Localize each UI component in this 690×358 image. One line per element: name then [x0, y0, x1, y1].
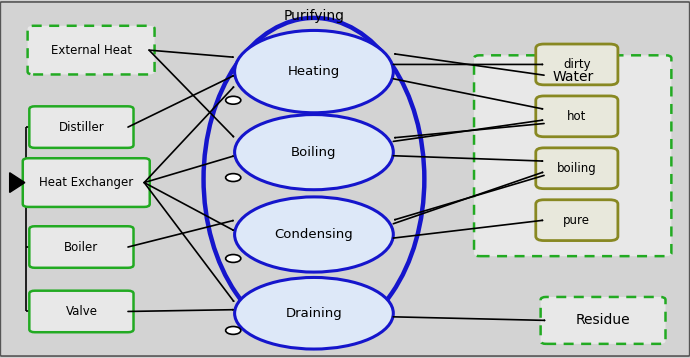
Text: Heat Exchanger: Heat Exchanger	[39, 176, 133, 189]
FancyBboxPatch shape	[29, 291, 134, 332]
Text: Heating: Heating	[288, 65, 340, 78]
Circle shape	[226, 96, 241, 104]
Text: hot: hot	[567, 110, 586, 123]
Text: pure: pure	[563, 214, 591, 227]
Text: External Heat: External Heat	[50, 44, 132, 57]
Ellipse shape	[235, 277, 393, 349]
Circle shape	[226, 255, 241, 262]
Text: Water: Water	[552, 70, 593, 84]
Circle shape	[226, 174, 241, 182]
FancyBboxPatch shape	[535, 96, 618, 137]
Text: Draining: Draining	[286, 307, 342, 320]
Text: Boiler: Boiler	[64, 241, 99, 253]
FancyBboxPatch shape	[29, 226, 134, 268]
Polygon shape	[10, 173, 25, 193]
FancyBboxPatch shape	[474, 55, 671, 256]
FancyBboxPatch shape	[23, 158, 150, 207]
Text: Residue: Residue	[575, 313, 631, 328]
Text: Condensing: Condensing	[275, 228, 353, 241]
FancyBboxPatch shape	[535, 44, 618, 85]
Ellipse shape	[235, 30, 393, 113]
Circle shape	[226, 326, 241, 334]
FancyBboxPatch shape	[535, 200, 618, 241]
Text: Valve: Valve	[66, 305, 97, 318]
FancyBboxPatch shape	[535, 148, 618, 189]
FancyBboxPatch shape	[29, 106, 134, 148]
Text: Distiller: Distiller	[59, 121, 104, 134]
Text: Boiling: Boiling	[291, 146, 337, 159]
Text: Purifying: Purifying	[284, 9, 344, 23]
Text: boiling: boiling	[557, 162, 597, 175]
Ellipse shape	[235, 197, 393, 272]
FancyBboxPatch shape	[541, 297, 665, 344]
Text: dirty: dirty	[563, 58, 591, 71]
FancyBboxPatch shape	[28, 26, 155, 74]
Ellipse shape	[235, 115, 393, 190]
